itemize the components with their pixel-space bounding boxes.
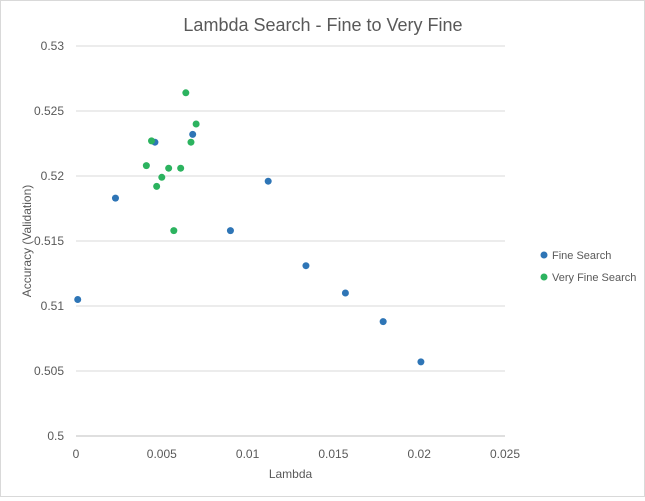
y-tick-label: 0.51 (41, 299, 65, 313)
gridlines (76, 45, 505, 372)
very-fine-search-point (170, 227, 178, 235)
very-fine-search-point (177, 164, 185, 172)
very-fine-search-point (148, 137, 156, 145)
fine-search-point (302, 262, 310, 270)
very-fine-search-point (182, 89, 190, 97)
legend-marker-fine-search (540, 251, 548, 259)
very-fine-search-point (142, 162, 150, 170)
y-tick-label: 0.505 (34, 364, 64, 378)
fine-search-point (111, 194, 119, 202)
y-tick-label: 0.5 (47, 429, 64, 443)
x-axis-tick-labels: 0 0.005 0.01 0.015 0.02 0.025 (73, 447, 521, 461)
x-tick-label: 0.02 (408, 447, 432, 461)
very-fine-search-point (187, 138, 195, 146)
x-tick-label: 0.025 (490, 447, 520, 461)
very-fine-search-point (158, 173, 166, 181)
x-tick-label: 0 (73, 447, 80, 461)
fine-search-point (74, 296, 82, 303)
data-points (74, 89, 425, 366)
fine-search-point (226, 227, 234, 235)
very-fine-search-point (165, 164, 173, 172)
y-axis-title: Accuracy (Validation) (20, 185, 34, 298)
fine-search-point (341, 289, 349, 297)
y-tick-label: 0.515 (34, 234, 64, 248)
legend-marker-very-fine-search (540, 273, 548, 281)
fine-search-point (417, 358, 425, 366)
legend-label-very-fine-search: Very Fine Search (552, 272, 636, 284)
very-fine-search-point (192, 120, 200, 128)
x-axis-title: Lambda (269, 467, 313, 481)
very-fine-search-point (153, 182, 161, 190)
legend-label-fine-search: Fine Search (552, 250, 611, 262)
x-tick-label: 0.005 (147, 447, 177, 461)
x-tick-label: 0.01 (236, 447, 260, 461)
fine-search-point (379, 318, 387, 326)
legend: Fine Search Very Fine Search (540, 250, 636, 284)
fine-search-point (189, 130, 197, 138)
y-tick-label: 0.525 (34, 104, 64, 118)
chart-title: Lambda Search - Fine to Very Fine (183, 15, 462, 35)
y-tick-label: 0.53 (41, 39, 65, 53)
y-axis-tick-labels: 0.5 0.505 0.51 0.515 0.52 0.525 0.53 (34, 39, 64, 443)
y-tick-label: 0.52 (41, 169, 65, 183)
fine-search-point (264, 177, 272, 185)
x-tick-label: 0.015 (318, 447, 348, 461)
